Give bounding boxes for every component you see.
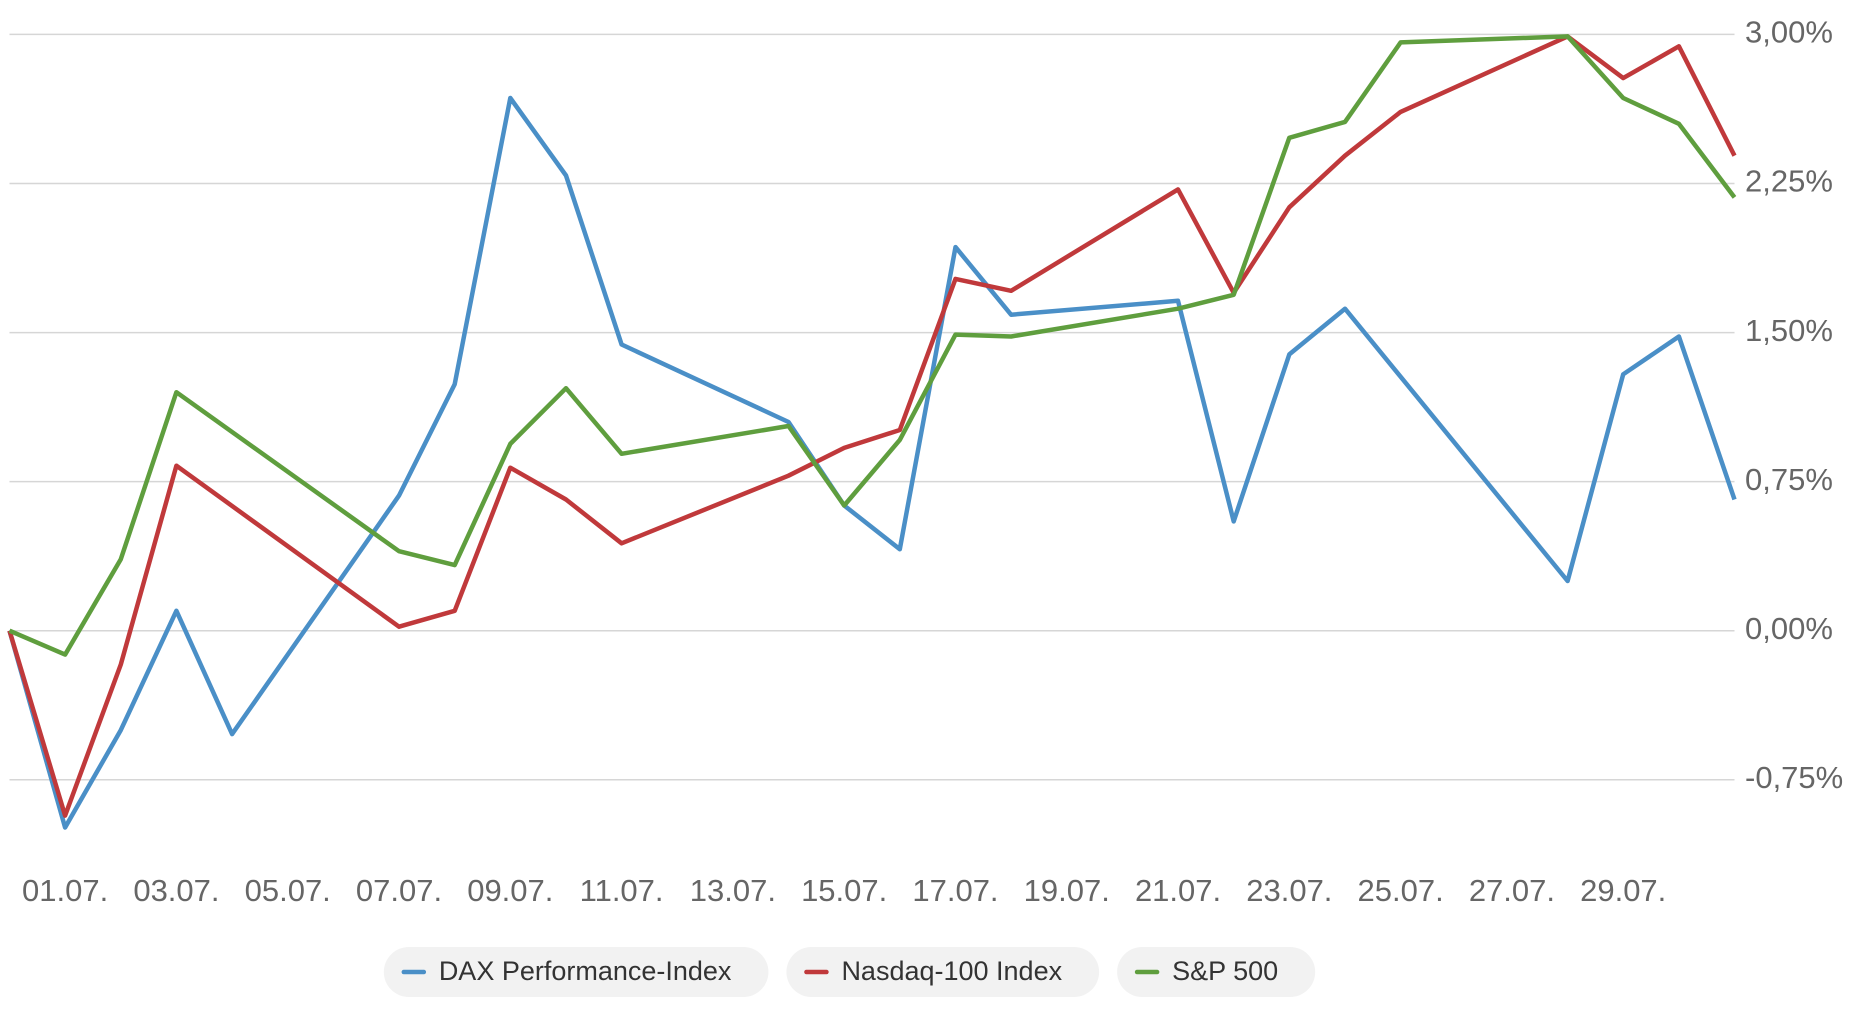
x-tick-label: 03.07.: [133, 873, 219, 908]
x-tick-label: 15.07.: [801, 873, 887, 908]
grid: [9, 33, 1735, 781]
x-tick-label: 05.07.: [245, 873, 331, 908]
legend-pill: [383, 947, 769, 997]
x-tick-label: 13.07.: [690, 873, 776, 908]
series-line: [8, 34, 1737, 657]
y-tick-label: -0,75%: [1745, 760, 1843, 795]
y-tick-label: 0,00%: [1745, 611, 1833, 646]
y-tick-label: 0,75%: [1745, 462, 1833, 497]
legend-label: Nasdaq-100 Index: [841, 956, 1062, 986]
legend-pill: [1117, 947, 1316, 997]
x-tick-label: 29.07.: [1580, 873, 1666, 908]
legend-item: Nasdaq-100 Index: [786, 947, 1100, 997]
y-tick-label: 1,50%: [1745, 313, 1833, 348]
y-tick-label: 2,25%: [1745, 164, 1833, 199]
x-tick-label: 19.07.: [1024, 873, 1110, 908]
legend-label: DAX Performance-Index: [439, 956, 732, 986]
series-line: [7, 95, 1737, 830]
legend-item: DAX Performance-Index: [383, 947, 769, 997]
legend-item: S&P 500: [1117, 947, 1316, 997]
y-tick-label: 3,00%: [1745, 15, 1833, 50]
legend: DAX Performance-Index Nasdaq-100 Index S&P…: [383, 947, 1316, 997]
x-tick-label: 27.07.: [1469, 873, 1555, 908]
x-tick-label: 09.07.: [467, 873, 553, 908]
series-line: [7, 34, 1737, 818]
x-tick-label: 17.07.: [912, 873, 998, 908]
x-tick-label: 23.07.: [1246, 873, 1332, 908]
x-tick-label: 07.07.: [356, 873, 442, 908]
x-tick-label: 11.07.: [580, 873, 664, 908]
legend-pill: [786, 947, 1100, 997]
legend-label: S&P 500: [1172, 956, 1278, 986]
x-tick-label: 21.07.: [1135, 873, 1221, 908]
x-tick-label: 25.07.: [1358, 873, 1444, 908]
x-tick-label: 01.07.: [22, 873, 108, 908]
